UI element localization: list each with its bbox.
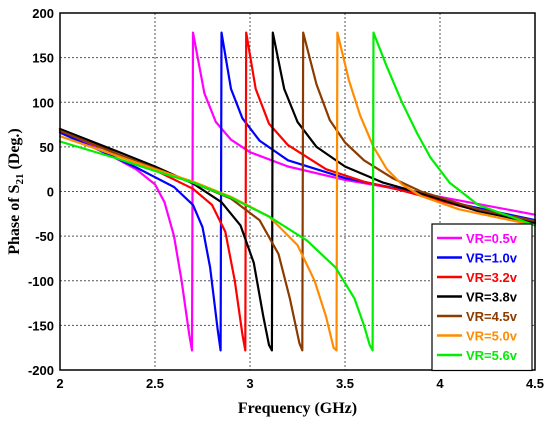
y-tick-label: -50 bbox=[35, 229, 54, 244]
legend-label: VR=5.0v bbox=[466, 329, 518, 344]
y-tick-label: 100 bbox=[32, 95, 54, 110]
y-tick-label: 200 bbox=[32, 6, 54, 21]
y-axis-title-tail: (Deg.) bbox=[6, 128, 23, 173]
series-line bbox=[58, 31, 537, 352]
series-line bbox=[58, 31, 537, 352]
y-tick-label: 150 bbox=[32, 51, 54, 66]
y-tick-label: -200 bbox=[28, 363, 54, 378]
y-tick-label: 50 bbox=[40, 140, 54, 155]
legend-label: VR=1.0v bbox=[466, 251, 518, 266]
y-axis-title-main: Phase of S bbox=[6, 184, 23, 254]
legend-label: VR=3.8v bbox=[466, 290, 518, 305]
y-axis-title: Phase of S21 (Deg.) bbox=[6, 128, 26, 255]
y-tick-label: -150 bbox=[28, 318, 54, 333]
legend-label: VR=0.5v bbox=[466, 231, 518, 246]
legend: VR=0.5v VR=1.0v VR=3.2v VR=3.8v VR=4.5v VR=5.… bbox=[431, 223, 533, 372]
legend-label: VR=5.6v bbox=[466, 348, 518, 363]
series-line bbox=[58, 31, 537, 352]
x-tick-label: 3 bbox=[246, 376, 253, 391]
x-tick-label: 2.5 bbox=[146, 376, 164, 391]
legend-label: VR=4.5v bbox=[466, 309, 518, 324]
series-lines bbox=[58, 31, 537, 352]
x-tick-label: 4.5 bbox=[526, 376, 544, 391]
x-tick-label: 3.5 bbox=[336, 376, 354, 391]
x-tick-label: 4 bbox=[436, 376, 444, 391]
series-line bbox=[58, 31, 537, 352]
x-axis-title: Frequency (GHz) bbox=[238, 400, 357, 417]
plot-frame bbox=[59, 12, 536, 371]
y-tick-label: -100 bbox=[28, 274, 54, 289]
x-tick-label: 2 bbox=[56, 376, 63, 391]
y-tick-label: 0 bbox=[47, 185, 54, 200]
y-axis-title-subscript: 21 bbox=[14, 174, 26, 185]
tick-labels: 2 2.5 3 3.5 4 4.5 -200 -150 -100 -50 0 50 100 150 200 bbox=[28, 6, 544, 391]
legend-label: VR=3.2v bbox=[466, 270, 518, 285]
